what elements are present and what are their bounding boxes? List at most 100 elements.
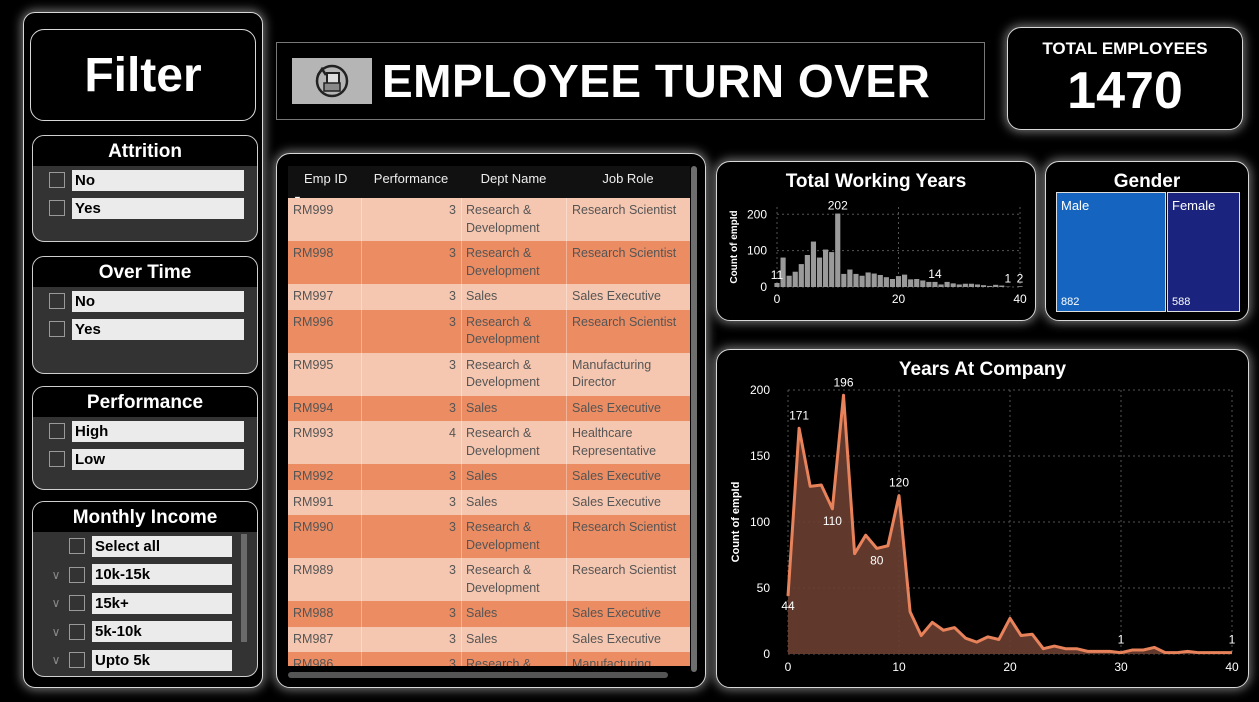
bar (1017, 286, 1023, 287)
checkbox[interactable] (69, 595, 85, 612)
chart-title: Gender (1113, 171, 1181, 192)
table-row[interactable]: RM996 3 Research & Development Research Sci… (288, 309, 690, 353)
tile-label: Female (1172, 198, 1216, 213)
x-tick-label: 20 (892, 292, 906, 306)
income-option-select-all[interactable]: Select all (33, 532, 257, 561)
total-working-years-chart: Total Working Years 0 20 40 0 100 200 Count of… (716, 161, 1036, 321)
treemap-tile-female[interactable]: Female 588 (1167, 192, 1240, 312)
cell-job-role: Research Scientist (566, 241, 690, 284)
checkbox[interactable] (69, 623, 85, 640)
tile-label: Male (1061, 198, 1090, 213)
checkbox[interactable] (49, 172, 65, 188)
option-label: High (72, 420, 244, 442)
table-row[interactable]: RM997 3 Sales Sales Executive (288, 284, 690, 310)
area-chart-svg: 0 10 20 30 40 0 50 100 150 200 Count of empId 44 171… (730, 375, 1239, 674)
checkbox[interactable] (69, 652, 85, 669)
performance-option-high[interactable]: High (33, 417, 257, 445)
checkbox[interactable] (49, 451, 65, 467)
treemap-tile-male[interactable]: Male 882 (1056, 192, 1166, 312)
cell-emp-id: RM989 (293, 563, 334, 577)
column-header-dept-name[interactable]: Dept Name (480, 171, 547, 186)
checkbox[interactable] (49, 321, 65, 337)
checkbox[interactable] (69, 566, 85, 583)
bar (895, 276, 902, 287)
column-header-job-role[interactable]: Job Role (602, 171, 654, 186)
option-label: Select all (92, 535, 232, 557)
table-row[interactable]: RM988 3 Sales Sales Executive (288, 601, 690, 627)
table-row[interactable]: RM993 4 Research & Development Healthcare R… (288, 421, 690, 464)
cell-dept-name: Sales (461, 284, 566, 310)
option-label: Yes (72, 318, 244, 340)
attrition-option-yes[interactable]: Yes (33, 194, 257, 222)
income-option-5k-10k[interactable]: ∨ 5k-10k (33, 618, 257, 647)
x-tick-label: 0 (774, 292, 781, 306)
attrition-option-no[interactable]: No (33, 166, 257, 194)
bar (883, 277, 889, 287)
bar (993, 284, 999, 287)
bar (816, 257, 823, 287)
chevron-down-icon[interactable]: ∨ (51, 596, 61, 611)
attrition-slicer: Attrition No Yes (32, 135, 258, 242)
y-axis-label: Count of empId (730, 482, 742, 563)
kpi-label: TOTAL EMPLOYEES (1042, 39, 1208, 58)
checkbox[interactable] (69, 538, 85, 555)
table-row[interactable]: RM992 3 Sales Sales Executive (288, 464, 690, 490)
cell-job-role: Healthcare Representative (566, 421, 690, 464)
table-row[interactable]: RM999 3 Research & Development Research Sci… (288, 198, 690, 241)
cell-dept-name: Research & Development (461, 421, 566, 464)
y-axis-label: Count of empId (729, 210, 740, 283)
y-tick-label: 0 (763, 647, 770, 661)
cell-performance: 3 (361, 489, 461, 515)
overtime-slicer-title: Over Time (33, 257, 257, 287)
chevron-down-icon[interactable]: ∨ (51, 567, 61, 582)
bar (987, 285, 993, 287)
cell-job-role: Manufacturing Director (566, 652, 690, 666)
checkbox[interactable] (49, 200, 65, 216)
title-banner: EMPLOYEE TURN OVER (276, 42, 985, 120)
checkbox[interactable] (49, 423, 65, 439)
data-label: 2 (1017, 271, 1024, 285)
table-row[interactable]: RM989 3 Research & Development Research Sci… (288, 558, 690, 601)
bar (829, 252, 835, 287)
cell-job-role: Sales Executive (566, 489, 690, 515)
performance-option-low[interactable]: Low (33, 445, 257, 473)
overtime-option-no[interactable]: No (33, 287, 257, 315)
cell-dept-name: Sales (461, 601, 566, 627)
income-option-upto-5k[interactable]: ∨ Upto 5k (33, 646, 257, 675)
income-option-15k-plus[interactable]: ∨ 15k+ (33, 589, 257, 618)
checkbox[interactable] (49, 293, 65, 309)
cell-job-role: Sales Executive (566, 464, 690, 490)
overtime-option-yes[interactable]: Yes (33, 315, 257, 343)
option-label: No (72, 290, 244, 312)
cell-job-role: Manufacturing Director (566, 352, 690, 396)
table-horizontal-scrollbar[interactable] (288, 672, 668, 678)
bar (932, 281, 938, 287)
income-option-10k-15k[interactable]: ∨ 10k-15k (33, 561, 257, 590)
table-vertical-scrollbar[interactable] (691, 166, 697, 672)
cell-dept-name: Research & Development (461, 558, 566, 601)
option-label: No (72, 169, 244, 191)
slicer-scrollbar[interactable] (241, 534, 247, 642)
x-tick-label: 30 (1114, 660, 1128, 674)
chevron-down-icon[interactable]: ∨ (51, 653, 61, 668)
table-row[interactable]: RM987 3 Sales Sales Executive (288, 626, 690, 652)
cell-performance: 3 (361, 284, 461, 310)
table-row[interactable]: RM994 3 Sales Sales Executive (288, 395, 690, 421)
table-row[interactable]: RM995 3 Research & Development Manufacturin… (288, 352, 690, 396)
table-row[interactable]: RM998 3 Research & Development Research Sci… (288, 241, 690, 284)
filter-title-box: Filter (30, 29, 256, 121)
chart-title: Total Working Years (785, 171, 967, 192)
table-body: RM999 3 Research & Development Research Sci… (288, 198, 690, 666)
table-row[interactable]: RM991 3 Sales Sales Executive (288, 489, 690, 515)
chevron-down-icon[interactable]: ∨ (51, 624, 61, 639)
column-header-emp-id[interactable]: Emp ID ▼ (288, 166, 361, 204)
table-row[interactable]: RM990 3 Research & Development Research Sci… (288, 515, 690, 558)
data-label: 171 (789, 408, 809, 422)
area-fill (788, 395, 1232, 654)
column-header-performance[interactable]: Performance (373, 171, 449, 186)
data-label: 196 (833, 375, 853, 389)
bar (962, 283, 968, 287)
cell-job-role: Sales Executive (566, 601, 690, 627)
